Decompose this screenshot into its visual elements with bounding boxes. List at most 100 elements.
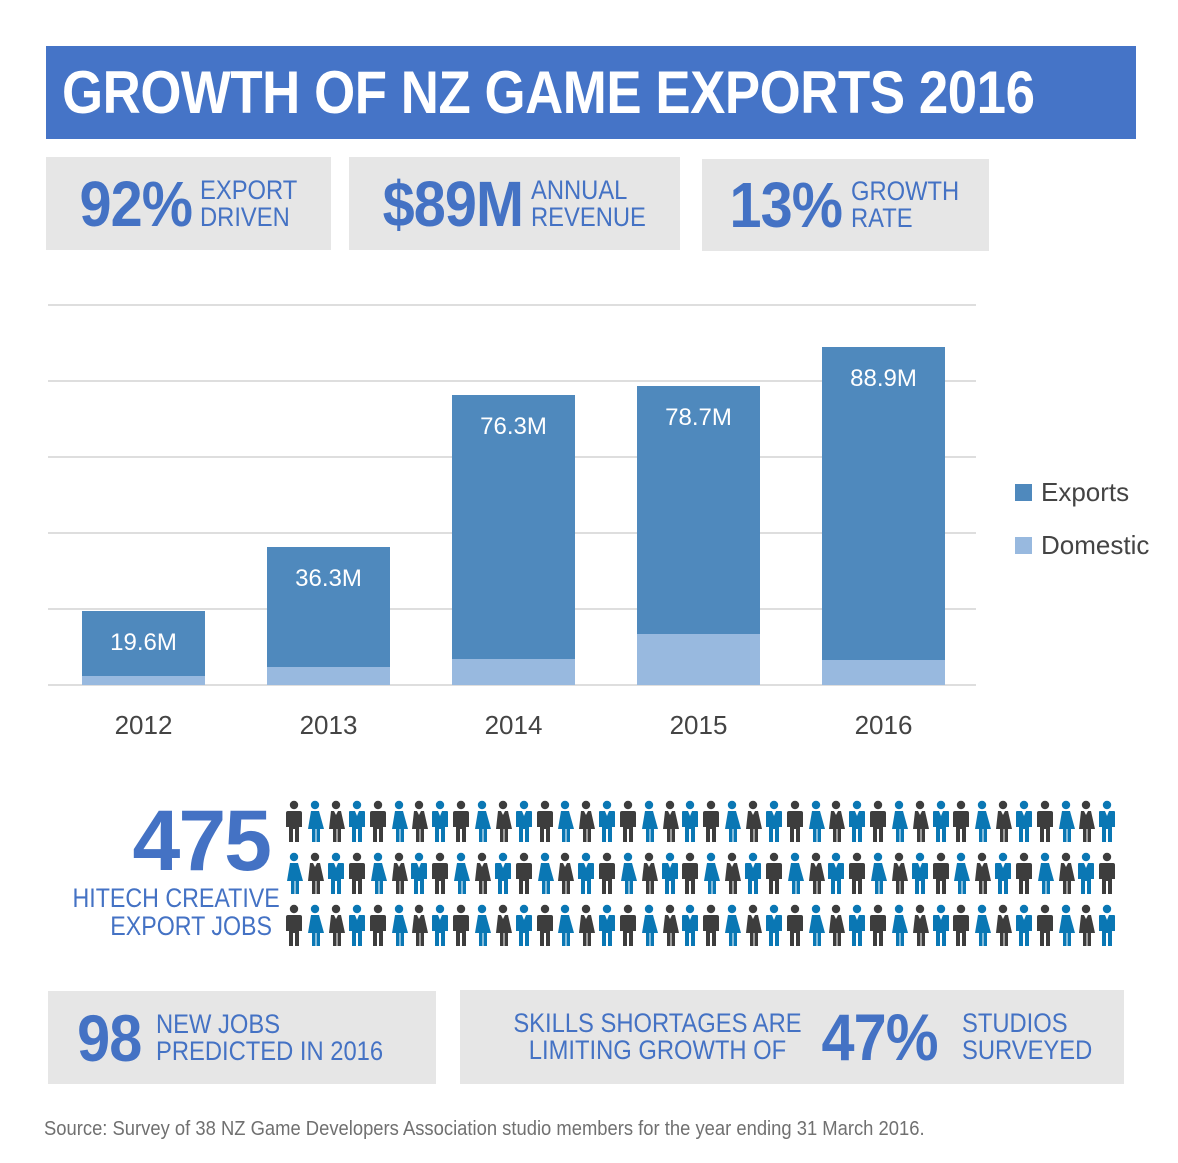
- person-icon: [451, 904, 472, 948]
- person-icon: [805, 800, 826, 844]
- stat-annual-revenue: $89M ANNUAL REVENUE: [349, 157, 680, 250]
- woman-suit-icon: [579, 904, 596, 946]
- woman-icon: [308, 800, 325, 842]
- person-icon: [909, 852, 930, 896]
- woman-icon: [641, 904, 658, 946]
- person-icon: [930, 852, 951, 896]
- man-icon: [870, 800, 887, 842]
- person-icon: [367, 852, 388, 896]
- bar-segment-exports: [82, 610, 205, 676]
- person-icon: [951, 800, 972, 844]
- jobs-count: 475: [132, 793, 273, 889]
- man-suit-icon: [328, 852, 345, 894]
- woman-icon: [475, 800, 492, 842]
- woman-suit-icon: [475, 852, 492, 894]
- person-icon: [576, 800, 597, 844]
- people-row: [284, 904, 1122, 956]
- x-axis-label: 2012: [114, 710, 173, 740]
- person-icon: [847, 904, 868, 948]
- person-icon: [492, 800, 513, 844]
- stat-label-line2: REVENUE: [531, 201, 647, 232]
- woman-suit-icon: [1079, 904, 1096, 946]
- man-suit-icon: [995, 852, 1012, 894]
- person-icon: [847, 852, 868, 896]
- person-icon: [576, 904, 597, 948]
- bar-value-label: 19.6M: [110, 628, 177, 656]
- woman-icon: [725, 800, 742, 842]
- person-icon: [826, 904, 847, 948]
- person-icon: [1014, 800, 1035, 844]
- person-icon: [576, 852, 597, 896]
- stat-label-line2: DRIVEN: [199, 201, 290, 232]
- man-suit-icon: [494, 852, 511, 894]
- x-axis-label: 2015: [669, 710, 728, 740]
- person-icon: [430, 800, 451, 844]
- person-icon: [305, 904, 326, 948]
- bar-segment-domestic: [82, 675, 205, 685]
- stat-value: 13%: [729, 169, 843, 241]
- jobs-label-line2: EXPORT JOBS: [110, 911, 272, 941]
- person-icon: [388, 852, 409, 896]
- man-icon: [369, 904, 386, 946]
- person-icon: [659, 852, 680, 896]
- person-icon: [805, 904, 826, 948]
- person-icon: [451, 800, 472, 844]
- person-icon: [1076, 800, 1097, 844]
- x-axis-label: 2014: [484, 710, 543, 740]
- person-icon: [1076, 904, 1097, 948]
- chart-legend: Exports Domestic: [1015, 477, 1149, 560]
- bar-2014: 76.3M: [452, 395, 575, 685]
- man-icon: [348, 852, 365, 894]
- stat-label-line1: ANNUAL: [531, 174, 628, 205]
- person-icon: [326, 852, 347, 896]
- man-suit-icon: [515, 904, 532, 946]
- person-icon: [659, 800, 680, 844]
- stat-skills-shortage: SKILLS SHORTAGES ARE LIMITING GROWTH OF …: [460, 990, 1124, 1084]
- bar-value-label: 76.3M: [480, 413, 547, 441]
- person-icon: [1097, 852, 1118, 896]
- woman-icon: [537, 852, 554, 894]
- bar-segment-domestic: [637, 634, 760, 685]
- woman-suit-icon: [996, 904, 1013, 946]
- woman-suit-icon: [1079, 800, 1096, 842]
- person-icon: [534, 800, 555, 844]
- man-suit-icon: [599, 800, 616, 842]
- person-icon: [409, 852, 430, 896]
- person-icon: [618, 852, 639, 896]
- stat-label-line2: SURVEYED: [962, 1035, 1093, 1065]
- woman-suit-icon: [996, 800, 1013, 842]
- person-icon: [555, 904, 576, 948]
- legend-label: Exports: [1041, 476, 1130, 507]
- person-icon: [951, 904, 972, 948]
- man-icon: [786, 904, 803, 946]
- person-icon: [826, 800, 847, 844]
- page-title-text: GROWTH OF NZ GAME EXPORTS 2016: [62, 59, 1035, 126]
- bar-segment-exports: [637, 385, 760, 635]
- person-icon: [430, 852, 451, 896]
- person-icon: [743, 800, 764, 844]
- person-icon: [868, 904, 889, 948]
- man-suit-icon: [432, 904, 449, 946]
- person-icon: [722, 800, 743, 844]
- person-icon: [951, 852, 972, 896]
- man-icon: [536, 800, 553, 842]
- woman-suit-icon: [745, 800, 762, 842]
- stat-label-line2: PREDICTED IN 2016: [155, 1035, 383, 1066]
- jobs-label: HITECH CREATIVE EXPORT JOBS: [40, 884, 279, 941]
- chart-gridline: [48, 684, 976, 686]
- person-icon: [597, 800, 618, 844]
- person-icon: [492, 904, 513, 948]
- person-icon: [451, 852, 472, 896]
- person-icon: [367, 904, 388, 948]
- stat-label-line1: NEW JOBS: [155, 1008, 280, 1039]
- person-icon: [888, 800, 909, 844]
- legend-swatch-exports: [1015, 483, 1032, 501]
- man-icon: [932, 852, 949, 894]
- person-icon: [618, 800, 639, 844]
- person-icon: [743, 904, 764, 948]
- man-icon: [453, 800, 470, 842]
- man-icon: [849, 852, 866, 894]
- woman-icon: [808, 800, 825, 842]
- man-suit-icon: [578, 852, 595, 894]
- man-icon: [619, 800, 636, 842]
